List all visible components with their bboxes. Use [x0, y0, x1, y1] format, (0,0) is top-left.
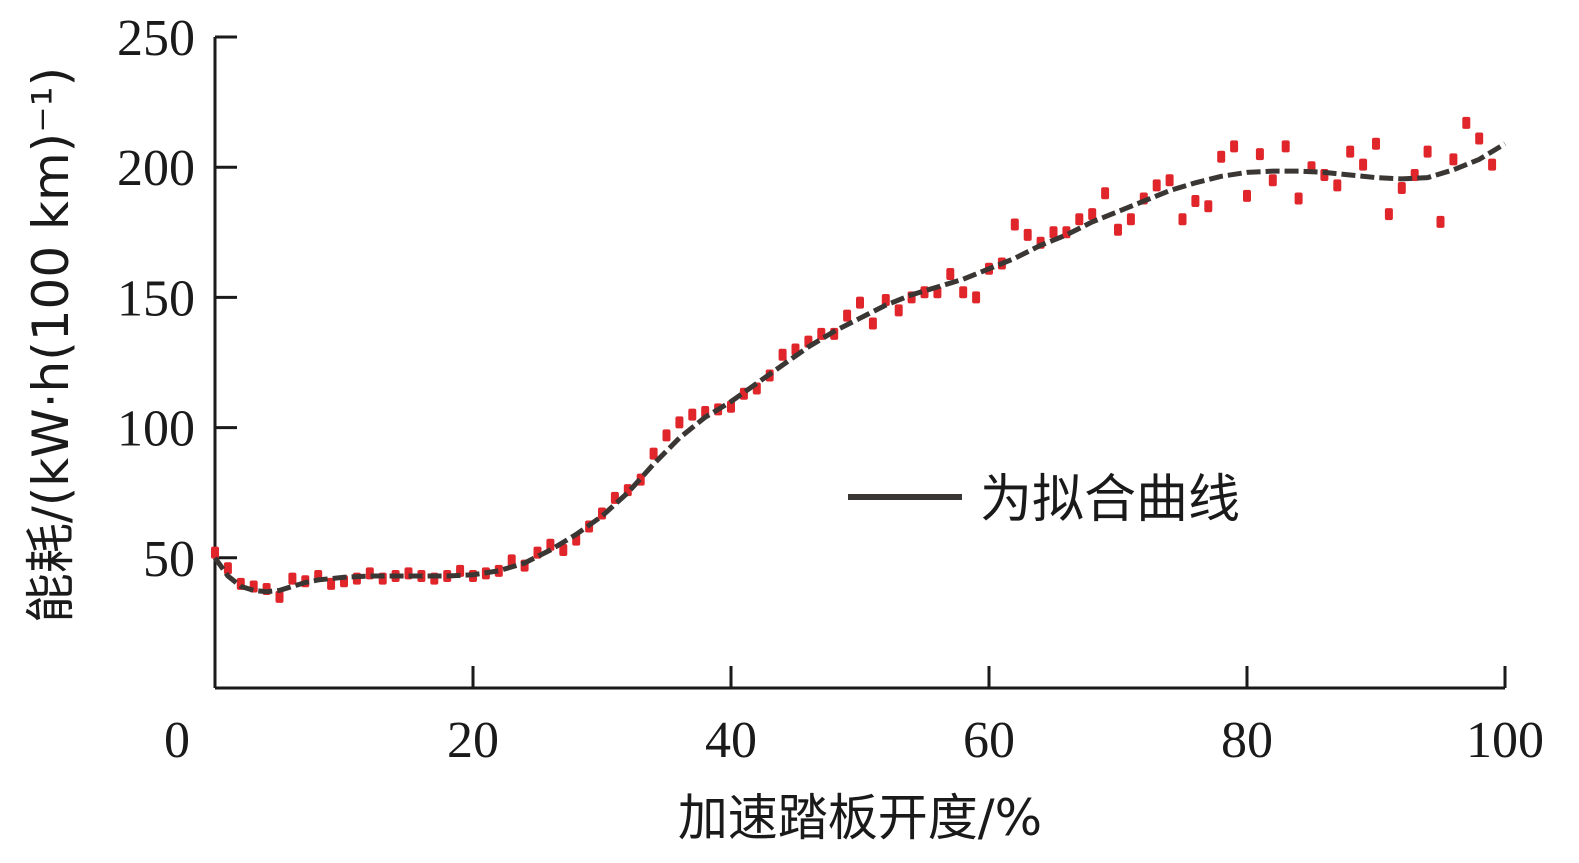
data-point — [494, 564, 503, 577]
data-point — [1372, 137, 1380, 150]
data-point — [1075, 213, 1084, 226]
data-point — [1397, 182, 1406, 195]
data-point — [1152, 179, 1161, 192]
data-point — [1333, 179, 1342, 192]
data-point — [1255, 148, 1264, 161]
data-point — [1062, 226, 1071, 239]
data-point — [881, 294, 890, 307]
data-point — [1191, 195, 1200, 208]
data-point — [223, 562, 232, 575]
data-point — [1410, 169, 1419, 182]
data-point — [1281, 140, 1290, 153]
data-point — [972, 291, 981, 304]
data-point — [546, 538, 555, 551]
x-tick-label: 0 — [164, 712, 190, 769]
data-point — [1023, 228, 1032, 241]
data-point — [1126, 213, 1135, 226]
data-point — [1101, 187, 1110, 200]
y-tick-label: 50 — [143, 531, 195, 588]
data-point — [288, 572, 297, 585]
data-point — [868, 317, 877, 330]
data-point — [894, 304, 903, 317]
data-point — [1230, 140, 1239, 153]
x-axis-title: 加速踏板开度/% — [678, 789, 1042, 847]
y-tick-label: 100 — [117, 401, 195, 458]
y-ticks: 50 100 150 200 250 — [117, 10, 237, 588]
x-tick-label: 20 — [447, 712, 499, 769]
data-point — [959, 286, 968, 299]
data-point — [1359, 158, 1368, 171]
data-point — [1165, 174, 1174, 187]
data-point — [1384, 208, 1393, 221]
x-axis: 0 20 40 60 80 100 — [164, 666, 1544, 769]
data-point — [1346, 145, 1355, 158]
legend-label: 为拟合曲线 — [980, 470, 1240, 530]
data-point — [1449, 153, 1458, 166]
data-point — [856, 296, 864, 309]
data-point — [1114, 223, 1122, 236]
data-points — [211, 116, 1497, 603]
fit-curve — [212, 141, 1507, 595]
data-point — [1010, 218, 1019, 231]
data-point — [275, 590, 284, 603]
data-point — [1436, 215, 1445, 228]
data-point — [507, 554, 516, 567]
data-point — [662, 429, 671, 442]
data-point — [688, 408, 697, 421]
data-point — [1268, 174, 1277, 187]
data-point — [727, 400, 735, 413]
y-tick-label: 200 — [117, 140, 195, 197]
data-point — [1488, 158, 1497, 171]
data-point — [1217, 150, 1226, 163]
data-point — [1462, 116, 1471, 129]
data-point — [778, 348, 787, 361]
data-point — [559, 543, 568, 556]
x-tick-label: 40 — [705, 712, 757, 769]
data-point — [211, 546, 219, 559]
data-point — [1049, 226, 1058, 239]
data-point — [1204, 200, 1213, 213]
data-point — [1475, 132, 1484, 145]
x-tick-label: 60 — [963, 712, 1015, 769]
x-ticks: 0 20 40 60 80 100 — [164, 666, 1544, 769]
data-point — [920, 286, 929, 299]
data-point — [946, 267, 955, 280]
data-point — [649, 447, 658, 460]
data-point — [1088, 208, 1097, 221]
x-tick-label: 100 — [1466, 712, 1544, 769]
data-point — [843, 309, 852, 322]
y-tick-label: 150 — [117, 270, 195, 327]
data-point — [1423, 145, 1432, 158]
legend: 为拟合曲线 — [848, 470, 1240, 530]
data-point — [675, 416, 684, 429]
data-point — [1243, 189, 1251, 202]
data-point — [1294, 192, 1303, 205]
x-tick-label: 80 — [1221, 712, 1273, 769]
y-tick-label: 250 — [117, 10, 195, 67]
y-axis: 50 100 150 200 250 — [117, 10, 237, 688]
data-point — [1178, 213, 1187, 226]
y-axis-title: 能耗/(kW·h(100 km)⁻¹) — [22, 67, 80, 623]
